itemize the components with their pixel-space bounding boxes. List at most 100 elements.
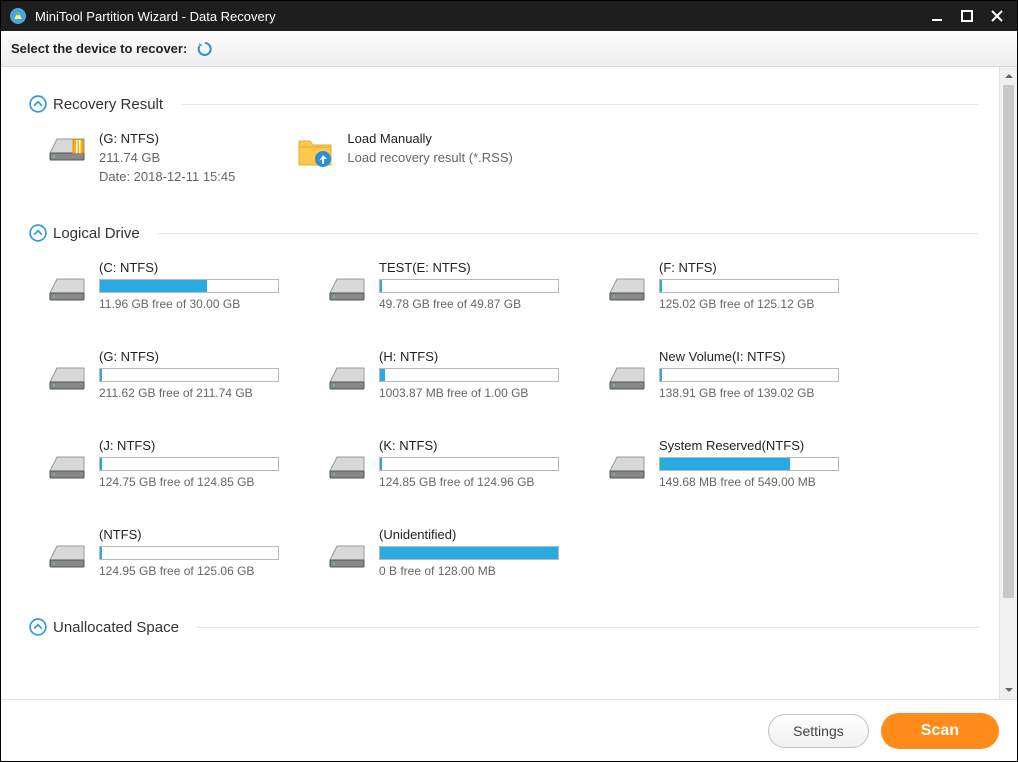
usage-bar-fill bbox=[660, 280, 662, 292]
toolbar: Select the device to recover: bbox=[1, 31, 1017, 67]
divider bbox=[197, 627, 979, 628]
drive-info: (F: NTFS) 125.02 GB free of 125.12 GB bbox=[659, 260, 887, 311]
section-title: Logical Drive bbox=[53, 225, 140, 242]
disk-icon bbox=[327, 452, 367, 480]
disk-icon bbox=[327, 274, 367, 302]
recovery-item[interactable]: (G: NTFS) 211.74 GB Date: 2018-12-11 15:… bbox=[47, 131, 235, 184]
drive-item[interactable]: (H: NTFS) 1003.87 MB free of 1.00 GB bbox=[327, 349, 607, 400]
refresh-button[interactable] bbox=[195, 39, 215, 59]
drive-info: (C: NTFS) 11.96 GB free of 30.00 GB bbox=[99, 260, 327, 311]
recovery-item-name: (G: NTFS) bbox=[99, 131, 235, 146]
recovery-item-info: (G: NTFS) 211.74 GB Date: 2018-12-11 15:… bbox=[99, 131, 235, 184]
section-recovery-result: Recovery Result bbox=[29, 95, 979, 184]
load-manually-info: Load Manually Load recovery result (*.RS… bbox=[347, 131, 512, 165]
divider bbox=[181, 104, 979, 105]
drive-item[interactable]: (K: NTFS) 124.85 GB free of 124.96 GB bbox=[327, 438, 607, 489]
recovery-item-date: Date: 2018-12-11 15:45 bbox=[99, 169, 235, 184]
drive-item[interactable]: System Reserved(NTFS) 149.68 MB free of … bbox=[607, 438, 887, 489]
drive-info: (K: NTFS) 124.85 GB free of 124.96 GB bbox=[379, 438, 607, 489]
drive-item[interactable]: (G: NTFS) 211.62 GB free of 211.74 GB bbox=[47, 349, 327, 400]
disk-icon bbox=[607, 363, 647, 391]
usage-bar bbox=[99, 368, 279, 382]
drive-free-text: 124.75 GB free of 124.85 GB bbox=[99, 475, 327, 489]
drive-item[interactable]: (J: NTFS) 124.75 GB free of 124.85 GB bbox=[47, 438, 327, 489]
usage-bar-fill bbox=[100, 458, 102, 470]
drive-item[interactable]: (NTFS) 124.95 GB free of 125.06 GB bbox=[47, 527, 327, 578]
recovery-row: (G: NTFS) 211.74 GB Date: 2018-12-11 15:… bbox=[29, 131, 979, 184]
section-header: Unallocated Space bbox=[29, 618, 979, 636]
usage-bar bbox=[379, 279, 559, 293]
content-area: Recovery Result bbox=[1, 67, 1017, 699]
recovery-item-size: 211.74 GB bbox=[99, 150, 235, 165]
load-manually-item[interactable]: Load Manually Load recovery result (*.RS… bbox=[295, 131, 512, 184]
chevron-up-icon[interactable] bbox=[29, 224, 47, 242]
section-unallocated-space: Unallocated Space bbox=[29, 618, 979, 636]
drive-free-text: 11.96 GB free of 30.00 GB bbox=[99, 297, 327, 311]
usage-bar bbox=[659, 457, 839, 471]
usage-bar-fill bbox=[380, 369, 385, 381]
drive-item[interactable]: (F: NTFS) 125.02 GB free of 125.12 GB bbox=[607, 260, 887, 311]
usage-bar-fill bbox=[380, 458, 382, 470]
drive-info: (J: NTFS) 124.75 GB free of 124.85 GB bbox=[99, 438, 327, 489]
drive-info: System Reserved(NTFS) 149.68 MB free of … bbox=[659, 438, 887, 489]
drive-name: (J: NTFS) bbox=[99, 438, 327, 453]
load-manually-title: Load Manually bbox=[347, 131, 512, 146]
usage-bar bbox=[379, 546, 559, 560]
drive-name: (K: NTFS) bbox=[379, 438, 607, 453]
minimize-button[interactable] bbox=[925, 4, 949, 28]
drive-info: (Unidentified) 0 B free of 128.00 MB bbox=[379, 527, 607, 578]
scrollbar[interactable] bbox=[999, 67, 1017, 699]
section-header: Logical Drive bbox=[29, 224, 979, 242]
usage-bar-fill bbox=[100, 280, 207, 292]
drive-item[interactable]: (Unidentified) 0 B free of 128.00 MB bbox=[327, 527, 607, 578]
drive-name: (C: NTFS) bbox=[99, 260, 327, 275]
disk-icon bbox=[327, 363, 367, 391]
scroll-track[interactable] bbox=[1000, 85, 1017, 681]
drive-name: (Unidentified) bbox=[379, 527, 607, 542]
usage-bar bbox=[379, 368, 559, 382]
drive-item[interactable]: TEST(E: NTFS) 49.78 GB free of 49.87 GB bbox=[327, 260, 607, 311]
drive-info: (NTFS) 124.95 GB free of 125.06 GB bbox=[99, 527, 327, 578]
window-controls bbox=[925, 4, 1009, 28]
drive-item[interactable]: (C: NTFS) 11.96 GB free of 30.00 GB bbox=[47, 260, 327, 311]
usage-bar-fill bbox=[100, 369, 102, 381]
usage-bar bbox=[659, 368, 839, 382]
app-window: MiniTool Partition Wizard - Data Recover… bbox=[0, 0, 1018, 762]
section-header: Recovery Result bbox=[29, 95, 979, 113]
drive-info: New Volume(I: NTFS) 138.91 GB free of 13… bbox=[659, 349, 887, 400]
disk-icon bbox=[47, 274, 87, 302]
folder-icon bbox=[295, 131, 335, 171]
disk-icon bbox=[47, 133, 87, 163]
drive-free-text: 49.78 GB free of 49.87 GB bbox=[379, 297, 607, 311]
titlebar: MiniTool Partition Wizard - Data Recover… bbox=[1, 1, 1017, 31]
drive-item[interactable]: New Volume(I: NTFS) 138.91 GB free of 13… bbox=[607, 349, 887, 400]
drive-free-text: 125.02 GB free of 125.12 GB bbox=[659, 297, 887, 311]
usage-bar bbox=[99, 279, 279, 293]
scroll-thumb[interactable] bbox=[1003, 85, 1014, 598]
maximize-button[interactable] bbox=[955, 4, 979, 28]
disk-icon bbox=[607, 274, 647, 302]
disk-icon bbox=[47, 452, 87, 480]
divider bbox=[158, 233, 979, 234]
window-title: MiniTool Partition Wizard - Data Recover… bbox=[35, 9, 925, 24]
chevron-up-icon[interactable] bbox=[29, 618, 47, 636]
content-scroll: Recovery Result bbox=[1, 67, 999, 699]
scroll-down-icon[interactable] bbox=[1000, 681, 1017, 699]
section-logical-drive: Logical Drive (C: NTFS) 11.96 GB free of… bbox=[29, 224, 979, 578]
disk-icon bbox=[47, 363, 87, 391]
usage-bar-fill bbox=[380, 547, 558, 559]
settings-button[interactable]: Settings bbox=[768, 714, 869, 748]
disk-icon bbox=[327, 541, 367, 569]
drive-free-text: 124.95 GB free of 125.06 GB bbox=[99, 564, 327, 578]
drive-free-text: 1003.87 MB free of 1.00 GB bbox=[379, 386, 607, 400]
chevron-up-icon[interactable] bbox=[29, 95, 47, 113]
scroll-up-icon[interactable] bbox=[1000, 67, 1017, 85]
drive-info: (G: NTFS) 211.62 GB free of 211.74 GB bbox=[99, 349, 327, 400]
usage-bar-fill bbox=[380, 280, 382, 292]
drive-name: TEST(E: NTFS) bbox=[379, 260, 607, 275]
drive-free-text: 149.68 MB free of 549.00 MB bbox=[659, 475, 887, 489]
close-button[interactable] bbox=[985, 4, 1009, 28]
scan-button[interactable]: Scan bbox=[881, 713, 999, 749]
section-title: Recovery Result bbox=[53, 96, 163, 113]
disk-icon bbox=[47, 541, 87, 569]
